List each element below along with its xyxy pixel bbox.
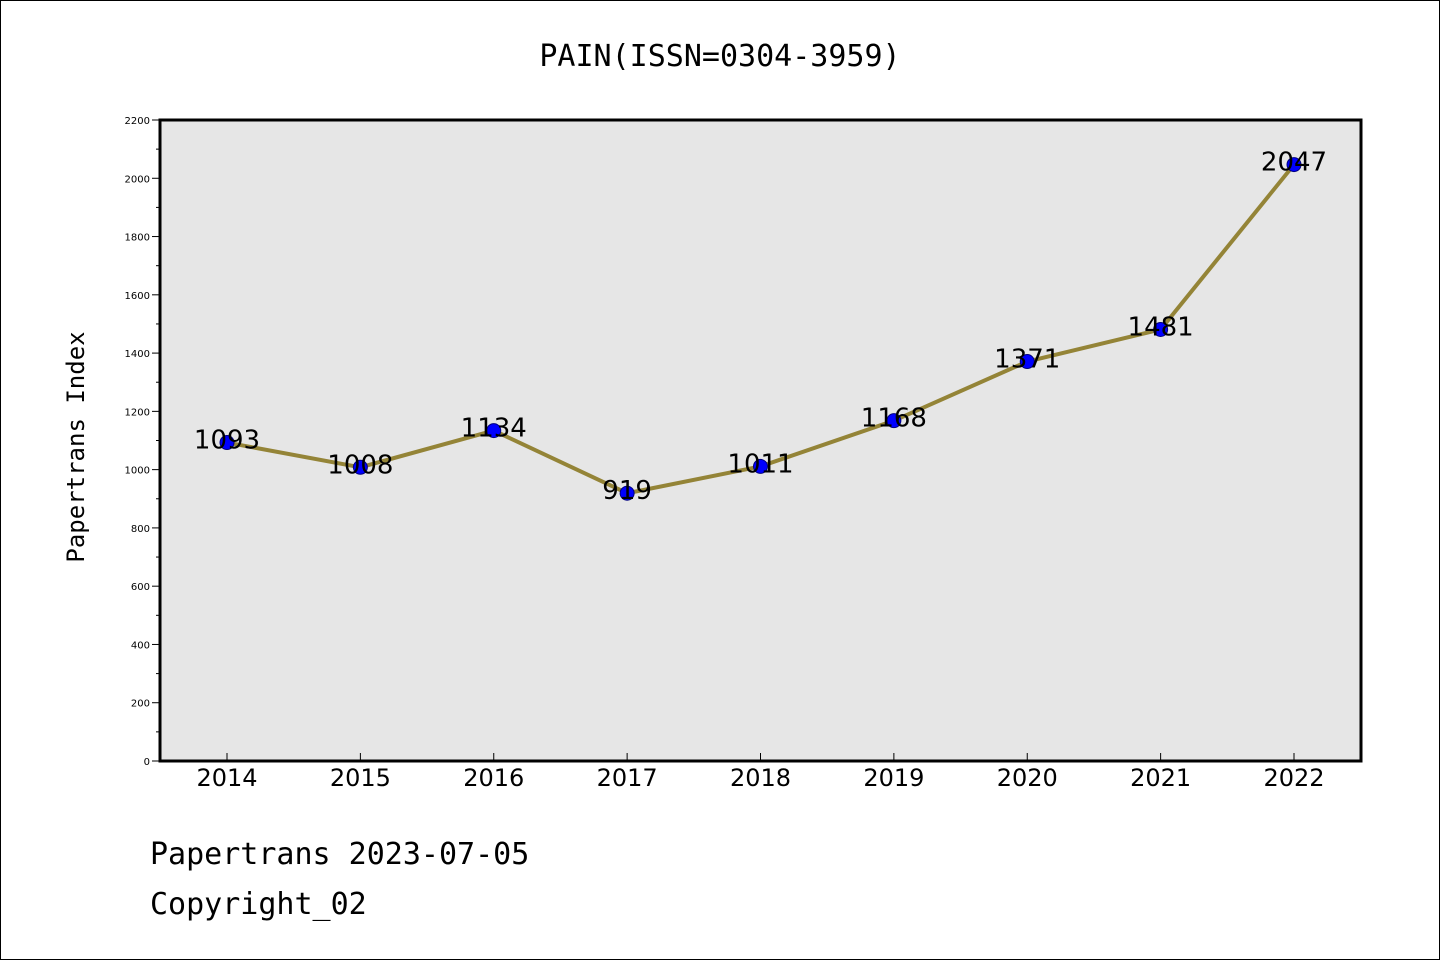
y-tick-label: 400 [131,640,150,651]
data-label: 1093 [194,426,260,456]
data-label: 1008 [327,450,393,480]
chart-title: PAIN(ISSN=0304-3959) [539,39,900,74]
x-tick-label: 2020 [997,764,1058,792]
y-tick-label: 2000 [125,174,150,185]
y-tick-label: 1600 [125,291,150,302]
data-label: 2047 [1261,148,1327,178]
data-label: 1134 [461,414,527,444]
data-label: 1481 [1128,312,1194,342]
x-tick-label: 2014 [196,764,257,792]
data-point [486,423,502,439]
footer-date: Papertrans 2023-07-05 [150,837,529,872]
data-label: 1371 [994,345,1060,375]
data-label: 1011 [727,449,793,479]
y-tick-label: 1400 [125,349,150,360]
data-point [619,485,635,501]
data-point [352,459,368,475]
footer-copyright: Copyright_02 [150,887,367,922]
y-axis-label: Papertrans Index [62,331,90,562]
x-tick-label: 2019 [863,764,924,792]
y-tick-label: 2200 [125,116,150,127]
data-markers [219,157,1302,501]
x-tick-label: 2022 [1263,764,1324,792]
y-tick-label: 200 [131,699,150,710]
x-tick-label: 2021 [1130,764,1191,792]
x-tick-label: 2015 [330,764,391,792]
data-point [753,458,768,474]
plot-area [158,118,1363,763]
data-point [1286,157,1302,173]
y-tick-label: 0 [144,757,150,768]
x-tick-label: 2017 [597,764,658,792]
y-tick-label: 600 [131,582,150,593]
x-tick-label: 2018 [730,764,791,792]
x-tick-label: 2016 [463,764,524,792]
y-tick-label: 1800 [125,233,150,244]
data-point [219,435,235,451]
y-tick-label: 1200 [125,407,150,418]
data-point [886,413,902,429]
y-axis: 0 200 400 600 800 1000 1200 1400 1600 1800 2000 220… [125,116,160,768]
data-label: 919 [602,476,652,506]
data-label: 1168 [861,404,927,434]
x-axis: 2014 2015 2016 2017 2018 2019 2020 2021 2022 [196,753,1325,792]
data-point [1019,354,1035,370]
y-tick-label: 800 [131,524,150,535]
data-labels: 1093 1008 1134 919 1011 1168 1371 1481 2047 [194,148,1327,507]
data-point [1153,321,1169,337]
y-tick-label: 1000 [125,466,150,477]
